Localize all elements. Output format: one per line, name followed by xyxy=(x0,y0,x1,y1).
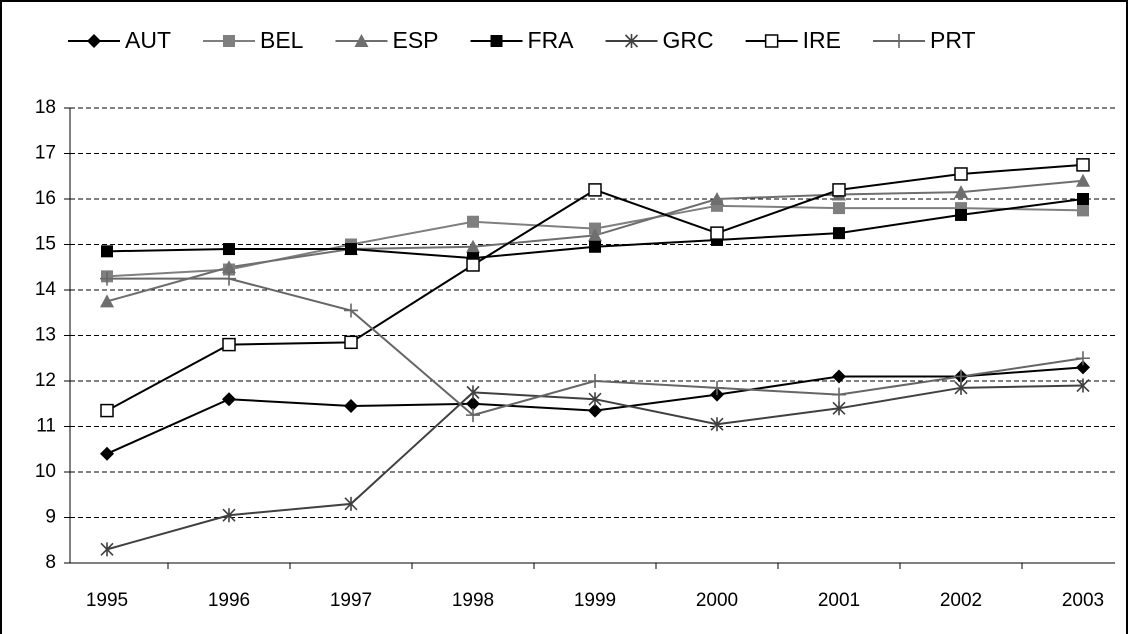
marker xyxy=(954,369,968,384)
x-tick-label: 1997 xyxy=(330,590,372,611)
marker xyxy=(344,335,358,350)
y-tick-label: 16 xyxy=(35,188,56,209)
marker xyxy=(1076,360,1090,375)
marker xyxy=(832,369,846,384)
marker xyxy=(832,401,846,416)
marker xyxy=(100,271,114,286)
marker xyxy=(467,215,479,228)
marker xyxy=(891,34,906,48)
marker xyxy=(466,385,480,400)
marker xyxy=(466,408,480,423)
marker xyxy=(588,374,602,388)
x-tick-label: 1995 xyxy=(86,590,128,611)
x-tick-label: 1998 xyxy=(452,590,494,611)
legend-label: BEL xyxy=(260,27,304,53)
marker xyxy=(588,183,602,197)
y-tick-label: 11 xyxy=(36,416,56,437)
legend-label: FRA xyxy=(528,27,575,53)
marker xyxy=(344,399,358,414)
marker xyxy=(466,258,480,272)
x-tick-label: 2003 xyxy=(1062,590,1104,611)
marker xyxy=(100,294,114,308)
x-tick-label: 2002 xyxy=(940,590,982,611)
marker xyxy=(344,303,358,318)
y-tick-label: 15 xyxy=(35,234,56,255)
marker xyxy=(101,245,113,258)
marker xyxy=(588,403,602,418)
x-tick-label: 1999 xyxy=(574,590,616,611)
marker xyxy=(954,167,968,181)
marker xyxy=(100,403,114,418)
marker xyxy=(624,34,639,48)
marker xyxy=(100,542,114,557)
marker xyxy=(222,337,236,352)
y-tick-label: 13 xyxy=(35,325,56,346)
marker xyxy=(223,35,235,47)
marker xyxy=(466,239,480,253)
legend-label: AUT xyxy=(125,27,171,53)
marker xyxy=(833,202,845,215)
marker xyxy=(588,228,602,242)
marker xyxy=(490,35,503,47)
y-tick-label: 9 xyxy=(45,507,56,528)
legend-label: IRE xyxy=(803,27,841,53)
marker xyxy=(710,417,724,432)
marker xyxy=(1076,158,1090,172)
legend-label: ESP xyxy=(392,27,438,53)
legend-label: PRT xyxy=(930,27,976,53)
marker xyxy=(87,34,101,48)
marker xyxy=(222,271,236,286)
legend-label: GRC xyxy=(663,27,714,53)
marker xyxy=(222,508,236,523)
y-tick-label: 14 xyxy=(35,279,57,300)
marker xyxy=(100,446,114,461)
marker xyxy=(1077,193,1089,205)
marker xyxy=(222,392,236,407)
marker xyxy=(710,226,724,240)
marker xyxy=(1076,378,1090,393)
marker xyxy=(1077,204,1089,217)
x-tick-label: 1996 xyxy=(208,590,250,611)
marker xyxy=(832,183,846,197)
marker xyxy=(954,185,968,199)
marker xyxy=(466,396,480,411)
marker xyxy=(222,260,236,274)
marker xyxy=(955,208,967,221)
marker xyxy=(589,240,601,253)
marker xyxy=(1076,351,1090,366)
y-tick-label: 12 xyxy=(35,370,56,391)
marker xyxy=(764,34,779,48)
marker xyxy=(710,192,724,205)
marker xyxy=(832,387,846,402)
marker xyxy=(345,243,357,256)
marker xyxy=(344,496,358,511)
y-tick-label: 8 xyxy=(45,552,56,573)
y-tick-label: 10 xyxy=(35,461,56,482)
marker xyxy=(833,227,845,240)
x-tick-label: 2001 xyxy=(818,590,860,611)
marker xyxy=(354,34,369,47)
x-tick-label: 2000 xyxy=(696,590,738,611)
marker xyxy=(588,392,602,407)
y-tick-label: 18 xyxy=(35,97,56,118)
marker xyxy=(1076,173,1090,187)
y-tick-label: 17 xyxy=(35,143,56,164)
legend: AUT BEL ESP FRA GRC IRE PRT xyxy=(68,27,976,53)
marker xyxy=(223,243,235,256)
marker xyxy=(710,380,724,395)
